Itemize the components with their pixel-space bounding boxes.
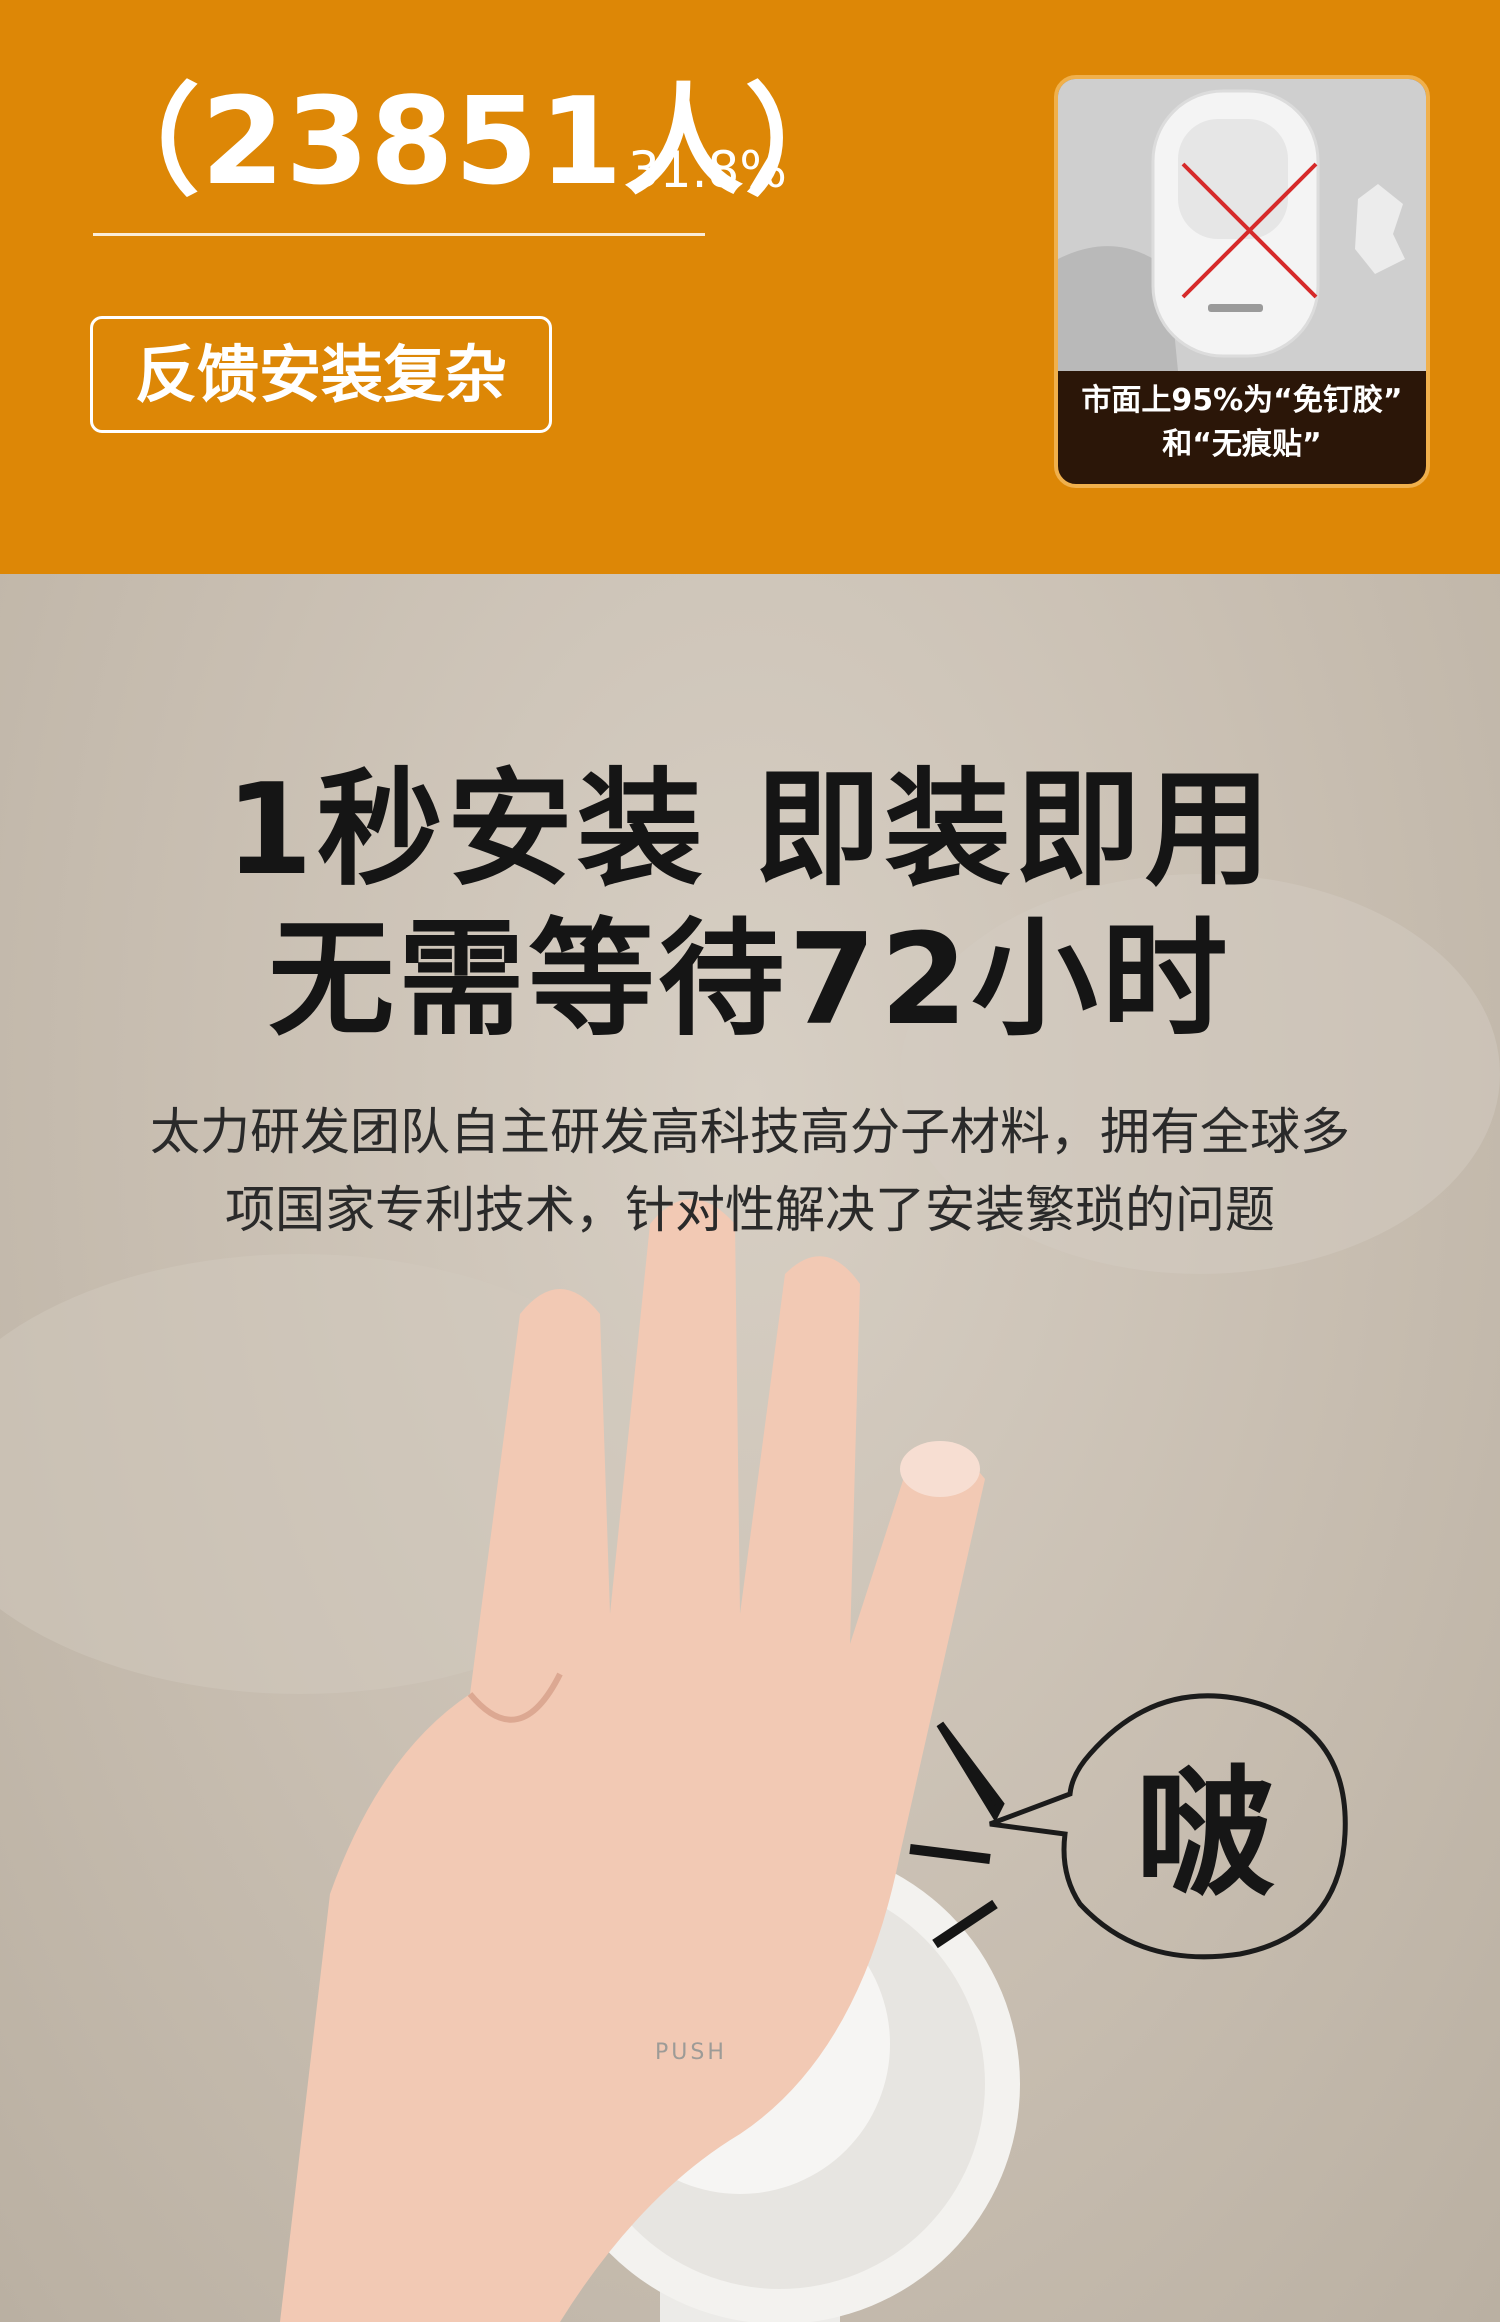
push-label: PUSH — [655, 2040, 727, 2065]
description-line-2: 项国家专利技术，针对性解决了安装繁琐的问题 — [225, 1181, 1275, 1239]
percent-value: 31.8% — [628, 141, 787, 199]
competitor-caption: 市面上95%为“免钉胶” 和“无痕贴” — [1058, 379, 1426, 467]
hand-illustration — [280, 1199, 985, 2322]
feedback-tag: 反馈安装复杂 — [90, 316, 552, 433]
cross-icon — [1181, 162, 1318, 299]
caption-line-1: 市面上95%为“免钉胶” — [1081, 383, 1403, 418]
headline-line-1: 1秒安装 即装即用 — [225, 756, 1275, 903]
sound-effect-text: 啵 — [1135, 1753, 1276, 1916]
hand-and-product-illustration — [0, 874, 1500, 2322]
competitor-photo — [1058, 79, 1426, 371]
caption-line-2: 和“无痕贴” — [1162, 427, 1322, 462]
impact-lines — [909, 1721, 1005, 1949]
headline-line-2: 无需等待72小时 — [268, 906, 1232, 1053]
divider-line — [93, 233, 705, 236]
description-line-1: 太力研发团队自主研发高科技高分子材料，拥有全球多 — [150, 1103, 1350, 1161]
competitor-card: 市面上95%为“免钉胶” 和“无痕贴” — [1054, 75, 1430, 488]
speech-bubble — [989, 1693, 1348, 1960]
competitor-product-illustration — [1058, 79, 1426, 371]
user-count: （23851人） — [80, 73, 866, 212]
